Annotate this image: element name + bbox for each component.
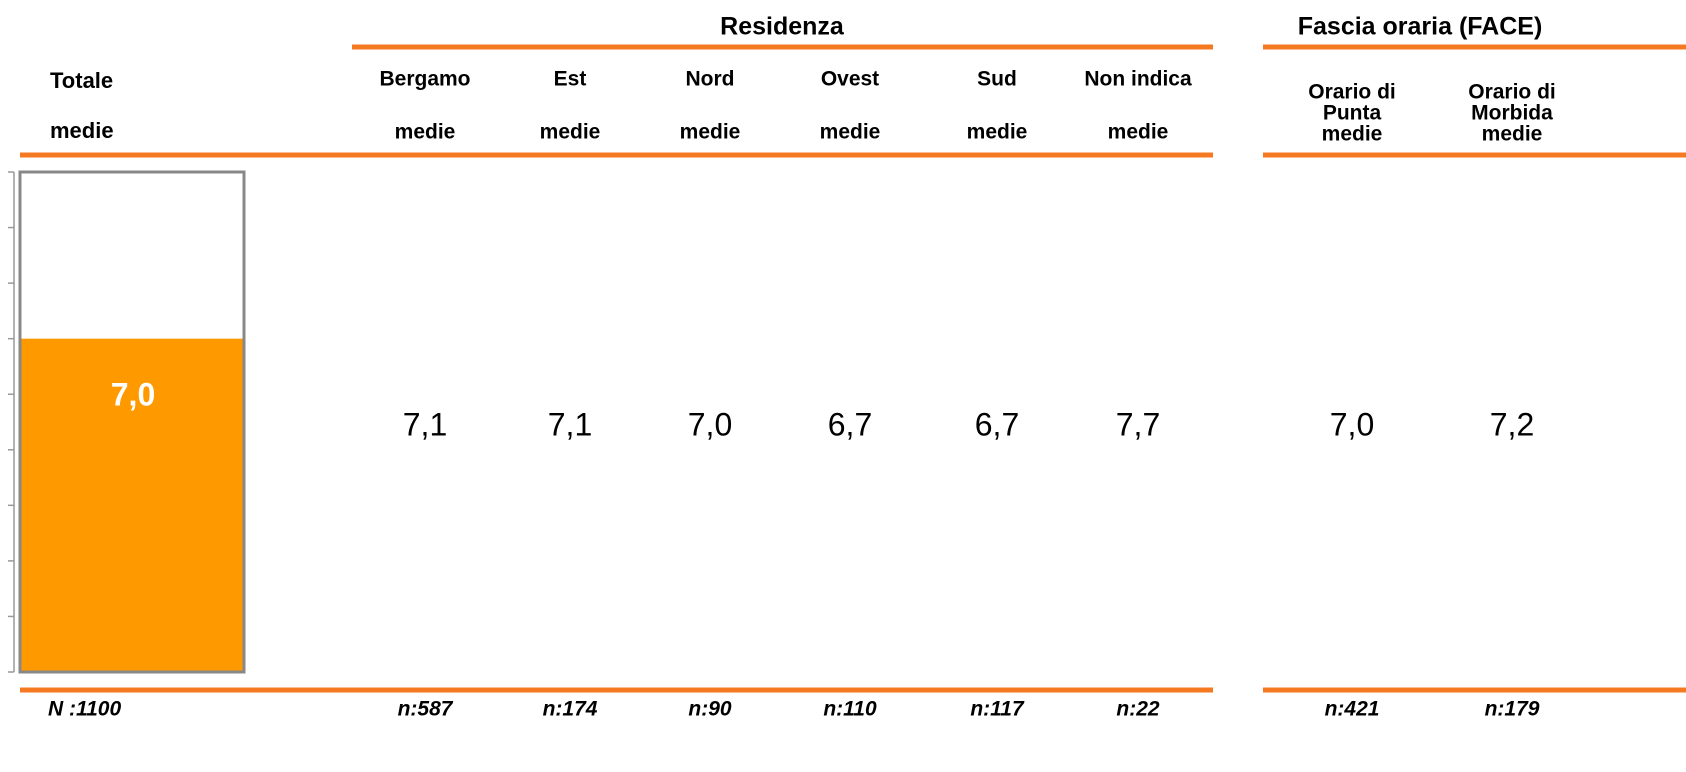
column-sub: medie (395, 121, 456, 144)
column-name: Bergamo (379, 68, 470, 91)
column-name: Ovest (821, 68, 879, 91)
total-subtitle: medie (50, 118, 114, 143)
cell-value: 6,7 (828, 406, 872, 442)
group-title: Fascia oraria (FACE) (1298, 13, 1543, 41)
cell-value: 7,2 (1490, 406, 1534, 442)
cell-value: 7,1 (548, 406, 592, 442)
column-name: Sud (977, 68, 1017, 91)
bar-frame (18, 170, 246, 674)
cell-n: n:117 (970, 698, 1025, 721)
column-sub: medie (1482, 123, 1543, 146)
total-n: N :1100 (48, 698, 121, 721)
cell-value: 7,0 (688, 406, 732, 442)
cell-n: n:421 (1325, 698, 1380, 721)
column-sub: medie (967, 121, 1028, 144)
cell-value: 6,7 (975, 406, 1019, 442)
column-name: Punta (1323, 102, 1382, 125)
column-sub: medie (820, 121, 881, 144)
cell-n: n:22 (1116, 698, 1160, 721)
column-name: Morbida (1471, 102, 1553, 125)
column-sub: medie (540, 121, 601, 144)
cell-value: 7,7 (1116, 406, 1160, 442)
cell-n: n:174 (543, 698, 598, 721)
column-name: Orario di (1468, 81, 1556, 104)
bar (20, 338, 244, 672)
column-sub: medie (1108, 121, 1169, 144)
column-name: Non indica (1084, 68, 1192, 91)
cell-value: 7,0 (1330, 406, 1374, 442)
column-name: Est (554, 68, 587, 91)
total-title: Totale (50, 68, 113, 93)
cell-n: n:110 (823, 698, 877, 721)
cell-n: n:179 (1485, 698, 1540, 721)
column-sub: medie (1322, 123, 1383, 146)
column-sub: medie (680, 121, 741, 144)
bar-label: 7,0 (111, 376, 155, 412)
cell-n: n:587 (398, 698, 454, 721)
column-name: Nord (686, 68, 735, 91)
column-name: Orario di (1308, 81, 1396, 104)
cell-value: 7,1 (403, 406, 447, 442)
cell-n: n:90 (688, 698, 732, 721)
group-title: Residenza (720, 13, 845, 41)
